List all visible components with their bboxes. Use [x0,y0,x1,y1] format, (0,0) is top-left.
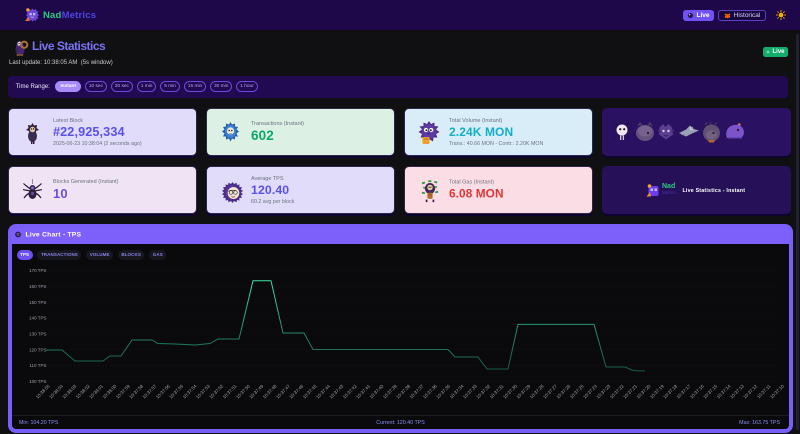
svg-text:110 TPS: 110 TPS [29,363,46,368]
svg-text:100 TPS: 100 TPS [29,379,46,384]
svg-text:140 TPS: 140 TPS [29,316,46,321]
svg-text:130 TPS: 130 TPS [29,332,46,337]
svg-text:170 TPS: 170 TPS [29,268,46,273]
svg-text:150 TPS: 150 TPS [29,300,46,305]
svg-text:160 TPS: 160 TPS [29,284,46,289]
svg-text:10:37:10: 10:37:10 [769,383,785,399]
svg-text:120 TPS: 120 TPS [29,347,46,352]
